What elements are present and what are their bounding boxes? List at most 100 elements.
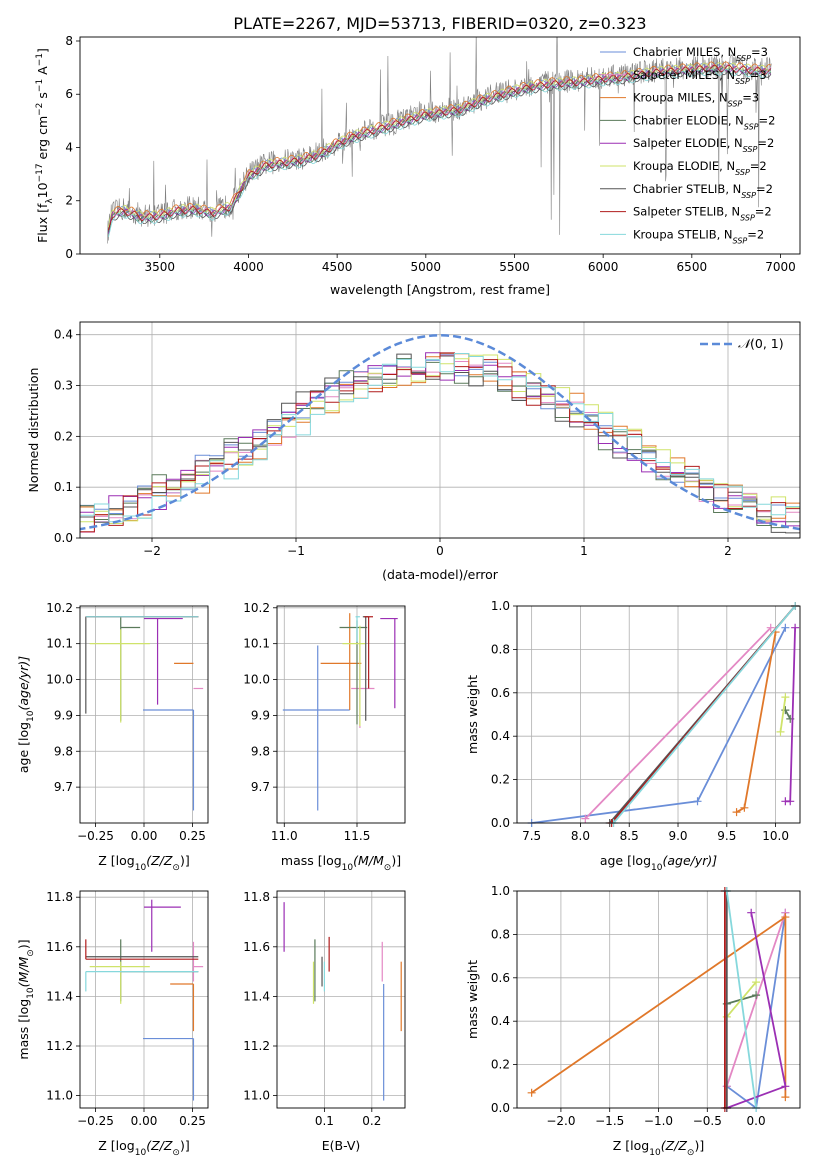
mass_vs_Z-point [143,1037,195,1101]
weight_vs_age-xlabel: age [log10(age/yr)] [600,853,717,873]
weight_vs_Z-marker [752,991,761,1000]
weight_vs_age-xtick-label: 7.5 [522,829,541,843]
spectrum-legend-entry: Kroupa ELODIE, NSSP=2 [633,159,767,177]
mass_vs_Z-point [170,983,195,1032]
age_vs_mass-xtick-label: 11.0 [271,829,298,843]
age_vs_mass-ytick-label: 9.9 [251,708,270,722]
weight_vs_Z-frame [516,890,801,1109]
age_vs_Z-ytick-label: 9.9 [54,708,73,722]
weight_vs_age-marker [781,693,790,702]
age_vs_Z-point [85,616,199,714]
weight_vs_Z-xlabel: Z [log10(Z/Z⊙)] [613,1138,704,1158]
mass_vs_Z-xtick-label: 0.00 [131,1114,158,1128]
figure-title: PLATE=2267, MJD=53713, FIBERID=0320, z=0… [233,14,646,33]
age_vs_mass-point [342,625,366,727]
weight_vs_age-xtick-label: 9.5 [717,829,736,843]
residuals-ytick-label: 0.0 [54,531,73,545]
age_vs_mass-ytick-label: 10.0 [243,673,270,687]
spectrum-legend-entry: Salpeter ELODIE, NSSP=2 [633,136,774,154]
mass_vs_Z-ytick-label: 11.4 [46,989,73,1003]
weight_vs_Z-marker [781,1093,790,1102]
mass_vs_Z-frame [79,890,209,1109]
weight_vs_age-ytick-label: 0.0 [491,816,510,830]
mass_vs_Z-point [120,939,199,1002]
residuals-legend-label: 𝒩(0, 1) [738,336,784,351]
age_vs_Z-xtick-label: 0.00 [131,829,158,843]
mass_vs_EBV-axes: 0.1 0.2 11.0 11.2 11.4 11.6 11.8 [243,890,405,1128]
age_vs_Z-ylabel: age [log10(age/yr)] [16,656,36,773]
weight_vs_Z-xtick-label: −1.0 [644,1114,673,1128]
residuals-axes: −2 −1 0 1 2 0.0 0.1 0.2 0.3 0.4 [54,322,800,558]
age_vs_Z-point [120,616,141,721]
weight_vs_Z-marker [747,908,756,917]
age_vs_Z-point [144,617,183,705]
weight_vs_age-frame [516,605,801,824]
residuals-xtick-label: 1 [580,544,588,558]
residuals-ytick-label: 0.4 [54,328,73,342]
age_vs_mass-xlabel: mass [log10(M/M⊙)] [281,853,401,873]
age_vs_Z-point [89,629,150,723]
spectrum-xtick-label: 3500 [145,260,176,274]
residuals-ytick-label: 0.2 [54,429,73,443]
residuals-xlabel: (data-model)/error [382,567,499,582]
spectrum-ytick-label: 4 [65,140,73,154]
weight_vs_Z-line [725,891,757,1108]
mass_vs_Z-ytick-label: 11.0 [46,1089,73,1103]
age_vs_Z-ytick-label: 10.1 [46,637,73,651]
age_vs_mass-frame [276,605,406,824]
residuals-ytick-label: 0.3 [54,379,73,393]
spectrum-frame [79,36,801,255]
weight_vs_Z-ytick-label: 0.0 [491,1101,510,1115]
spectrum-model-kroupa-stelib [108,68,771,238]
weight_vs_Z-xtick-label: −1.5 [595,1114,624,1128]
weight_vs_Z-marker [781,913,790,922]
weight_vs_age-axes: 7.5 8.0 8.5 9.0 9.5 10.0 0.0 0.2 0.4 0.6 0.8 1.0 [491,599,800,843]
residuals-hist-kroupa-stelib [80,353,800,534]
spectrum-xtick-label: 6500 [677,260,708,274]
age_vs_Z-point [143,709,195,811]
weight_vs_age-ytick-label: 0.2 [491,773,510,787]
mass_vs_Z-point [85,970,199,992]
spectrum-xtick-label: 4000 [233,260,264,274]
mass_vs_Z-point [192,941,204,982]
age_vs_mass-xtick-label: 11.5 [344,829,371,843]
age_vs_Z-ytick-label: 9.7 [54,780,73,794]
residuals-ytick-label: 0.1 [54,480,73,494]
spectrum-ytick-label: 6 [65,87,73,101]
spectrum-xlabel: wavelength [Angstrom, rest frame] [330,282,550,297]
age_vs_Z-xtick-label: −0.25 [77,829,114,843]
spectrum-xtick-label: 5500 [499,260,530,274]
weight_vs_Z-ytick-label: 1.0 [491,884,510,898]
mass_vs_Z-xlabel: Z [log10(Z/Z⊙)] [98,1138,189,1158]
age_vs_mass-ytick-label: 10.2 [243,601,270,615]
residuals-frame [79,321,801,539]
mass_vs_EBV-xlabel: E(B-V) [322,1138,361,1153]
weight_vs_age-xtick-label: 10.0 [762,829,789,843]
spectrum-model-salpeter-elodie [108,65,772,234]
mass_vs_EBV-ytick-label: 11.8 [243,890,270,904]
mass_vs_Z-xtick-label: 0.25 [179,1114,206,1128]
weight_vs_age-marker [791,623,800,632]
weight_vs_Z-ytick-label: 0.4 [491,1014,510,1028]
age_vs_mass-point [364,616,373,689]
age_vs_Z-xtick-label: 0.25 [179,829,206,843]
weight_vs_Z-xtick-label: −2.0 [546,1114,575,1128]
weight_vs_age-marker [581,814,590,823]
spectrum-xtick-label: 7000 [765,260,796,274]
weight_vs_age-line [784,709,791,720]
spectrum-legend-entry: Chabrier MILES, NSSP=3 [633,45,768,63]
weight_vs_age-marker [766,623,775,632]
weight_vs_age-ytick-label: 0.4 [491,729,510,743]
age_vs_Z-xlabel: Z [log10(Z/Z⊙)] [98,853,189,873]
spectrum-ytick-label: 8 [65,34,73,48]
age_vs_mass-ytick-label: 10.1 [243,637,270,651]
weight_vs_age-line [612,606,796,823]
spectrum-xtick-label: 5000 [411,260,442,274]
weight_vs_Z-ytick-label: 0.6 [491,971,510,985]
weight_vs_age-marker [732,808,741,817]
age_vs_Z-frame [79,605,209,824]
age_vs_mass-ytick-label: 9.7 [251,780,270,794]
weight_vs_age-ylabel: mass weight [465,675,480,754]
residuals-xtick-label: 0 [436,544,444,558]
